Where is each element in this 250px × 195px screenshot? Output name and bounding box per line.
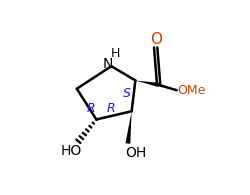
Text: H: H (111, 47, 120, 60)
Text: N: N (102, 57, 112, 71)
Text: S: S (123, 88, 130, 100)
Polygon shape (125, 111, 131, 144)
Polygon shape (135, 81, 158, 87)
Text: R: R (106, 103, 114, 115)
Text: OMe: OMe (177, 84, 205, 97)
Text: R: R (86, 102, 95, 115)
Text: HO: HO (61, 144, 82, 158)
Text: O: O (149, 32, 161, 47)
Text: OH: OH (125, 146, 146, 160)
